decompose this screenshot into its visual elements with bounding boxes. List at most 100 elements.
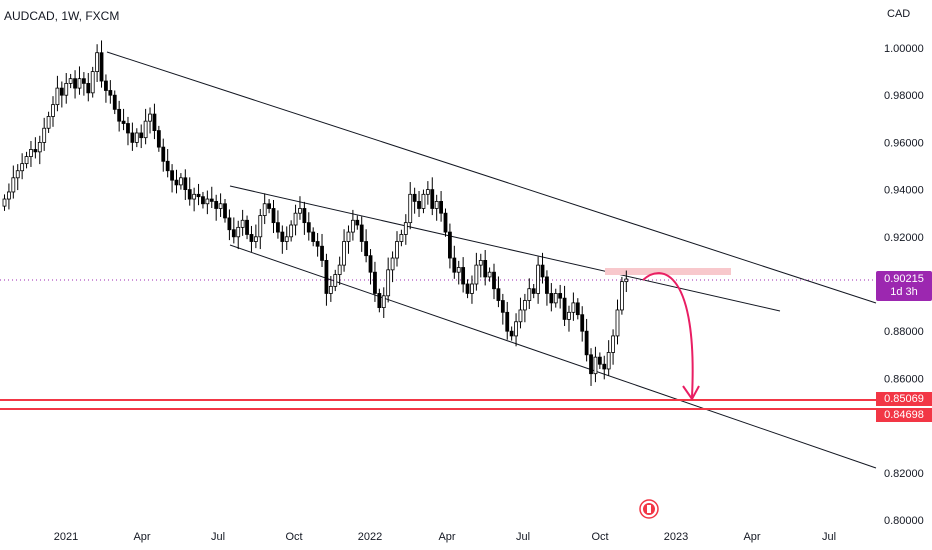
level-badge-2: 0.84698 <box>876 408 932 422</box>
candle <box>192 187 197 212</box>
candle <box>231 217 236 244</box>
candle <box>527 278 532 310</box>
candle <box>178 173 183 190</box>
candle <box>452 245 457 279</box>
candle <box>509 326 514 341</box>
candle <box>77 66 82 95</box>
candle <box>545 270 549 306</box>
price-axis[interactable]: 1.00000 0.98000 0.96000 0.94000 0.92000 0.880… <box>884 43 924 527</box>
candle <box>425 181 430 205</box>
candle <box>553 288 558 308</box>
candle <box>24 151 29 169</box>
candle <box>492 263 496 300</box>
candle <box>456 260 461 285</box>
candle <box>624 270 629 293</box>
candle <box>284 226 289 251</box>
time-axis[interactable]: 2021 Apr Jul Oct 2022 Apr Jul Oct 2023 Apr Jul <box>54 531 836 543</box>
candle <box>399 229 404 247</box>
candles <box>2 40 629 386</box>
candle <box>196 183 201 206</box>
candle <box>126 116 130 146</box>
candle <box>59 81 64 108</box>
candle <box>333 269 338 292</box>
candle <box>245 215 249 240</box>
price-tick: 0.80000 <box>884 515 924 527</box>
candle <box>589 348 593 386</box>
candle <box>112 90 117 115</box>
candle <box>496 276 501 308</box>
candle <box>293 204 298 236</box>
candle <box>408 182 413 230</box>
time-tick: Apr <box>133 531 150 543</box>
candle <box>403 214 408 245</box>
candle <box>602 355 607 380</box>
candle <box>540 252 545 284</box>
candle <box>130 122 135 151</box>
candle <box>108 80 113 104</box>
candle <box>289 220 294 242</box>
candle <box>104 74 108 103</box>
candle <box>276 210 280 239</box>
candle <box>620 276 624 315</box>
candle <box>395 231 399 267</box>
candle <box>55 75 60 112</box>
candle <box>597 352 602 369</box>
candle <box>117 100 122 132</box>
candle <box>29 140 33 167</box>
currency-label: CAD <box>887 8 911 20</box>
candle <box>280 225 285 254</box>
candle <box>90 66 95 98</box>
candle <box>99 40 104 88</box>
candle <box>95 44 100 82</box>
candle <box>390 251 395 283</box>
candle <box>46 111 51 133</box>
candle <box>483 250 488 286</box>
candle <box>412 187 417 214</box>
candle <box>417 191 421 217</box>
candle <box>201 191 205 209</box>
time-tick: Oct <box>591 531 608 543</box>
candle <box>606 340 611 376</box>
price-tick: 0.96000 <box>884 137 924 149</box>
candle <box>170 164 174 193</box>
candle <box>311 227 316 247</box>
candle <box>33 137 38 159</box>
candle <box>15 164 20 191</box>
candle <box>2 194 7 211</box>
current-price-badge: 0.90215 1d 3h <box>876 271 932 301</box>
candle <box>11 165 16 199</box>
candle <box>448 223 452 269</box>
candle <box>37 135 42 165</box>
candle <box>298 196 302 220</box>
candle <box>165 149 170 178</box>
candle <box>42 117 47 151</box>
candle <box>161 138 166 172</box>
candle <box>320 233 324 268</box>
candle <box>377 288 382 313</box>
price-tick: 0.82000 <box>884 468 924 480</box>
time-tick: Apr <box>743 531 760 543</box>
candle <box>143 108 148 145</box>
price-tick: 0.98000 <box>884 90 924 102</box>
candle <box>262 193 267 225</box>
canada-flag-icon[interactable] <box>639 499 659 519</box>
candle <box>373 261 377 302</box>
candle <box>20 153 25 180</box>
candle <box>355 215 360 230</box>
candle <box>148 107 152 134</box>
candle <box>267 199 272 214</box>
time-tick: Jul <box>211 531 225 543</box>
candle <box>73 70 77 99</box>
candle <box>386 257 391 303</box>
candle <box>156 125 161 152</box>
candle <box>7 183 11 210</box>
candle <box>121 108 126 131</box>
candle <box>236 220 241 250</box>
candle <box>443 208 448 237</box>
candle <box>514 313 518 347</box>
candle <box>86 73 91 102</box>
time-tick: 2022 <box>358 531 382 543</box>
candle <box>249 225 254 252</box>
candle <box>567 305 571 332</box>
